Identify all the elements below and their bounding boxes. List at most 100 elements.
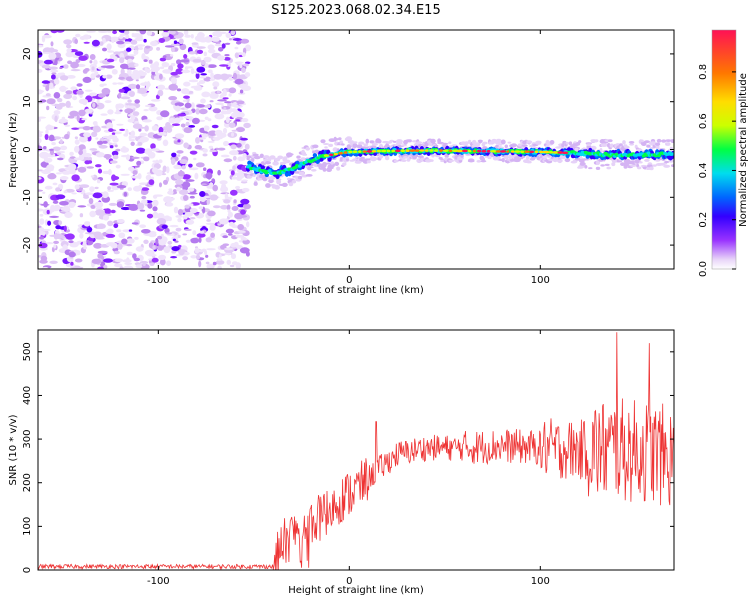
noise-speckle: [116, 219, 125, 223]
noise-speckle: [196, 46, 206, 49]
noise-speckle: [76, 83, 83, 87]
noise-speckle: [224, 247, 234, 251]
noise-speckle: [127, 99, 132, 103]
snr-y-tick-label: 400: [22, 386, 33, 405]
noise-speckle: [118, 76, 125, 80]
noise-speckle: [112, 30, 117, 35]
spectrogram-x-tick-label: 100: [531, 275, 550, 286]
noise-speckle: [101, 87, 111, 95]
signal-halo: [332, 147, 338, 152]
noise-speckle: [240, 198, 250, 205]
noise-speckle: [116, 229, 122, 233]
noise-speckle: [215, 41, 221, 45]
noise-speckle: [174, 133, 185, 139]
noise-speckle: [225, 228, 234, 234]
noise-speckle: [127, 114, 132, 117]
noise-speckle: [81, 118, 87, 121]
noise-speckle: [86, 226, 93, 233]
snr-frame: [37, 329, 675, 571]
signal-halo: [324, 162, 331, 165]
noise-speckle: [173, 140, 179, 144]
noise-speckle: [191, 102, 195, 109]
noise-speckle: [166, 166, 170, 174]
noise-speckle: [49, 148, 54, 151]
noise-speckle: [68, 251, 76, 258]
noise-speckle: [59, 139, 63, 145]
noise-speckle: [159, 57, 167, 62]
noise-speckle: [175, 179, 184, 185]
noise-speckle: [38, 89, 43, 95]
noise-speckle: [122, 146, 126, 149]
noise-speckle: [220, 186, 229, 193]
noise-speckle: [131, 73, 141, 80]
signal-halo: [252, 174, 256, 177]
noise-speckle: [170, 256, 178, 259]
signal-peak: [506, 150, 510, 153]
noise-speckle: [102, 140, 108, 144]
noise-speckle: [96, 127, 101, 132]
noise-speckle: [38, 44, 44, 48]
signal-halo: [301, 149, 306, 155]
noise-speckle: [166, 260, 172, 267]
noise-speckle: [137, 33, 143, 41]
signal-halo: [467, 139, 472, 144]
noise-speckle: [223, 57, 231, 61]
noise-speckle: [65, 100, 71, 108]
noise-speckle: [178, 38, 184, 45]
noise-speckle: [130, 114, 136, 121]
noise-speckle: [229, 108, 238, 113]
noise-speckle: [169, 30, 176, 35]
noise-speckle: [209, 78, 216, 81]
noise-speckle: [236, 40, 242, 45]
noise-speckle: [177, 170, 185, 177]
noise-speckle: [130, 130, 136, 137]
noise-speckle: [134, 120, 140, 125]
signal-peak: [400, 149, 406, 152]
signal-halo: [487, 156, 492, 160]
colorbar: 0.0 0.2 0.4 0.6 0.8 Normalized spectral ampl…: [698, 29, 749, 277]
noise-speckle: [81, 152, 92, 158]
noise-speckle: [54, 78, 60, 85]
noise-speckle: [38, 225, 42, 228]
noise-speckle: [241, 118, 249, 123]
noise-speckle: [84, 108, 93, 114]
noise-speckle: [136, 44, 146, 47]
noise-speckle: [42, 34, 52, 39]
noise-speckle: [241, 187, 250, 193]
signal-halo: [611, 162, 616, 167]
signal-peak: [414, 149, 420, 152]
signal-core: [247, 164, 252, 168]
signal-halo: [311, 169, 317, 172]
signal-peak: [562, 151, 569, 155]
signal-core: [298, 164, 302, 168]
signal-halo: [269, 155, 276, 160]
signal-halo: [263, 155, 270, 159]
signal-halo: [274, 185, 280, 190]
noise-speckle: [170, 71, 179, 76]
noise-speckle: [107, 134, 118, 140]
noise-speckle: [122, 259, 132, 263]
noise-speckle: [63, 93, 73, 99]
signal-halo: [302, 153, 308, 156]
signal-core: [582, 153, 587, 157]
signal-halo: [252, 153, 259, 157]
signal-halo: [643, 140, 651, 144]
noise-speckle: [92, 102, 96, 108]
signal-halo: [663, 164, 671, 168]
noise-speckle: [181, 174, 191, 180]
noise-speckle: [196, 66, 206, 73]
noise-speckle: [232, 165, 236, 171]
noise-speckle: [75, 250, 81, 256]
signal-core: [670, 152, 674, 156]
noise-speckle: [86, 166, 94, 169]
noise-speckle: [39, 151, 49, 159]
noise-speckle: [207, 69, 213, 74]
noise-speckle: [89, 210, 97, 218]
noise-speckle: [53, 110, 61, 115]
signal-halo: [448, 159, 455, 162]
noise-speckle: [109, 145, 114, 149]
signal-peak: [434, 149, 439, 152]
signal-halo: [607, 143, 611, 148]
noise-speckle: [135, 84, 141, 90]
noise-speckle: [102, 47, 107, 52]
